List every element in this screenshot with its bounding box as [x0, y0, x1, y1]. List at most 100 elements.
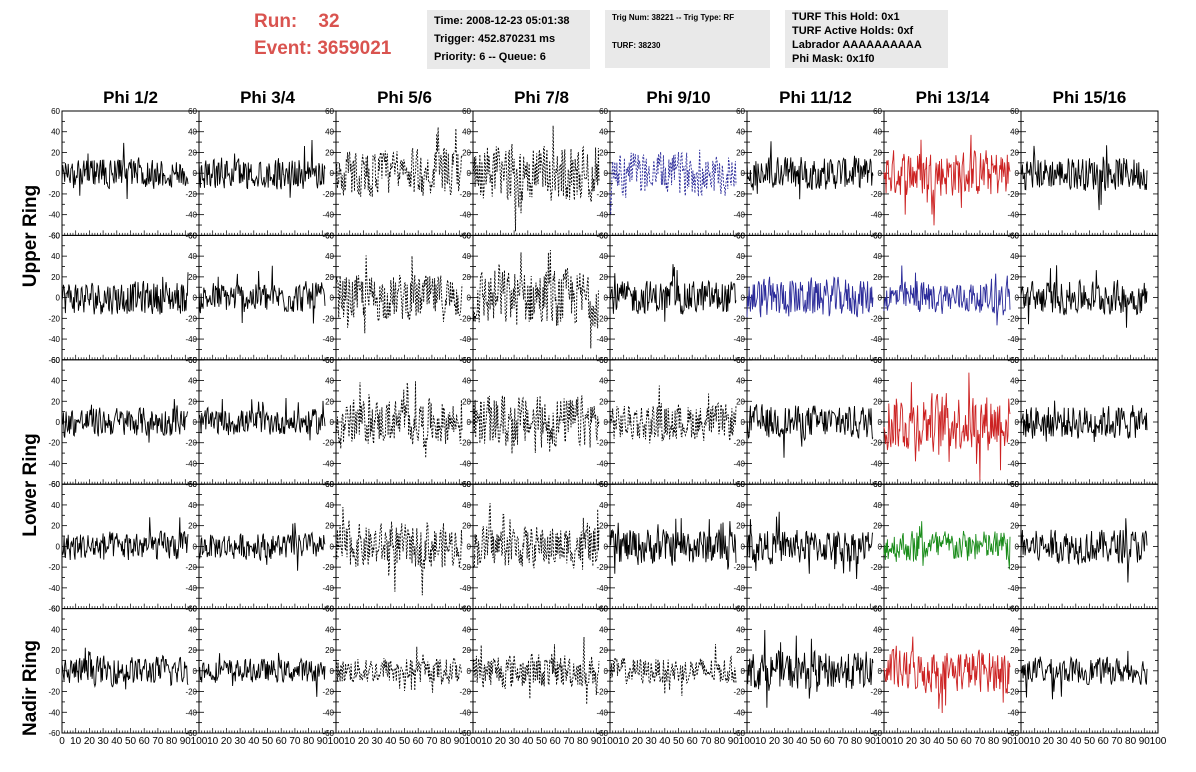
panel-frame	[1020, 608, 1159, 734]
y-tick-label: 60	[873, 356, 882, 365]
priority-line: Priority: 6 -- Queue: 6	[434, 51, 546, 63]
waveform-trace	[61, 142, 189, 200]
y-tick-label: -40	[596, 459, 608, 468]
turf-active-line: TURF Active Holds: 0xf	[792, 25, 914, 37]
y-tick-label: 40	[51, 625, 60, 634]
waveform-trace	[746, 511, 874, 580]
y-tick-label: 20	[599, 522, 608, 531]
y-tick-label: -20	[322, 563, 334, 572]
waveform-trace	[335, 506, 463, 596]
y-tick-label: 40	[188, 377, 197, 386]
y-tick-label: -40	[870, 211, 882, 220]
x-tick-label: 50	[673, 736, 685, 747]
y-tick-label: -20	[1007, 688, 1019, 697]
y-tick-label: 20	[51, 397, 60, 406]
x-tick-label: 20	[495, 736, 507, 747]
waveform-trace	[472, 503, 600, 570]
y-tick-label: 0	[741, 542, 746, 551]
y-tick-label: -40	[185, 211, 197, 220]
turf-info-box: TURF This Hold: 0x1 TURF Active Holds: 0…	[785, 10, 948, 68]
y-tick-label: -20	[733, 563, 745, 572]
y-tick-label: -20	[459, 688, 471, 697]
x-tick-label: 100	[1150, 736, 1167, 747]
y-tick-label: -20	[596, 439, 608, 448]
y-tick-label: -20	[185, 563, 197, 572]
waveform-trace	[61, 517, 189, 561]
waveform-trace	[883, 636, 1011, 714]
x-tick-label: 90	[591, 736, 603, 747]
y-tick-label: 40	[599, 252, 608, 261]
x-tick-label: 10	[1029, 736, 1041, 747]
y-tick-label: 60	[736, 605, 745, 614]
run-number: Run: 32	[254, 11, 340, 33]
y-tick-label: 40	[325, 377, 334, 386]
y-tick-label: 20	[188, 397, 197, 406]
x-tick-label: 60	[1098, 736, 1110, 747]
y-tick-label: 20	[462, 397, 471, 406]
x-tick-label: 60	[961, 736, 973, 747]
x-tick-label: 90	[728, 736, 740, 747]
waveform-trace	[609, 518, 737, 574]
y-tick-label: 40	[462, 501, 471, 510]
y-tick-label: -40	[1007, 335, 1019, 344]
x-tick-label: 60	[687, 736, 699, 747]
waveform-trace	[746, 404, 874, 458]
run-value: 32	[318, 11, 340, 32]
waveform-trace	[198, 652, 326, 697]
waveform-trace	[883, 372, 1011, 481]
y-tick-label: 20	[188, 522, 197, 531]
y-tick-label: -60	[322, 729, 334, 738]
y-tick-label: 60	[51, 605, 60, 614]
waveform-trace	[609, 264, 737, 322]
x-tick-label: 10	[207, 736, 219, 747]
y-tick-label: 0	[741, 418, 746, 427]
x-tick-label: 90	[1139, 736, 1151, 747]
event-label: Event:	[254, 38, 313, 59]
x-tick-label: 80	[714, 736, 726, 747]
y-tick-label: 0	[878, 418, 883, 427]
y-tick-label: -20	[48, 439, 60, 448]
y-tick-label: 20	[462, 646, 471, 655]
y-tick-label: 20	[873, 273, 882, 282]
y-tick-label: 20	[599, 397, 608, 406]
waveform-trace	[198, 397, 326, 441]
y-tick-label: -40	[1007, 708, 1019, 717]
y-tick-label: 20	[188, 646, 197, 655]
y-tick-label: 0	[330, 542, 335, 551]
y-tick-label: 0	[878, 169, 883, 178]
x-tick-label: 80	[303, 736, 315, 747]
y-tick-label: 0	[467, 542, 472, 551]
y-tick-label: 40	[325, 252, 334, 261]
y-tick-label: -40	[322, 584, 334, 593]
x-tick-label: 60	[139, 736, 151, 747]
y-tick-label: 0	[878, 294, 883, 303]
y-tick-label: -40	[596, 211, 608, 220]
y-tick-label: 60	[51, 480, 60, 489]
waveform-trace	[746, 629, 874, 708]
x-tick-label: 40	[933, 736, 945, 747]
y-tick-label: 0	[1015, 542, 1020, 551]
y-tick-label: 60	[873, 231, 882, 240]
y-tick-label: -60	[596, 729, 608, 738]
y-tick-label: 20	[462, 273, 471, 282]
y-tick-label: 0	[1015, 667, 1020, 676]
y-tick-label: 60	[1010, 605, 1019, 614]
y-tick-label: 60	[462, 356, 471, 365]
y-tick-label: -40	[733, 584, 745, 593]
y-tick-label: 20	[599, 148, 608, 157]
y-tick-label: 0	[604, 667, 609, 676]
phi-column-label: Phi 3/4	[240, 88, 295, 107]
y-tick-label: -40	[48, 459, 60, 468]
x-tick-label: 40	[522, 736, 534, 747]
y-tick-label: 60	[462, 107, 471, 116]
y-tick-label: 0	[193, 542, 198, 551]
x-tick-label: 90	[865, 736, 877, 747]
phi-column-label: Phi 11/12	[779, 88, 852, 107]
phi-column-label: Phi 13/14	[916, 88, 990, 107]
